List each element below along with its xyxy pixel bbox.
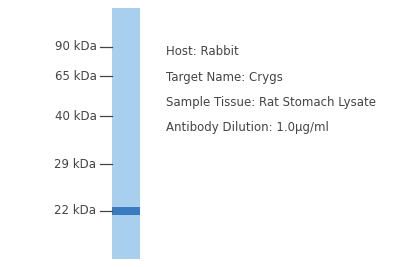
Text: 90 kDa: 90 kDa bbox=[54, 40, 96, 53]
Text: Host: Rabbit: Host: Rabbit bbox=[166, 45, 239, 58]
Text: Target Name: Crygs: Target Name: Crygs bbox=[166, 71, 283, 84]
Text: 65 kDa: 65 kDa bbox=[54, 70, 96, 83]
Text: Sample Tissue: Rat Stomach Lysate: Sample Tissue: Rat Stomach Lysate bbox=[166, 96, 376, 109]
Text: 40 kDa: 40 kDa bbox=[54, 110, 96, 123]
Text: 29 kDa: 29 kDa bbox=[54, 158, 96, 171]
Bar bbox=[112, 207, 140, 215]
Text: 22 kDa: 22 kDa bbox=[54, 205, 96, 217]
Text: Antibody Dilution: 1.0µg/ml: Antibody Dilution: 1.0µg/ml bbox=[166, 121, 329, 135]
Bar bbox=[112, 8, 140, 259]
